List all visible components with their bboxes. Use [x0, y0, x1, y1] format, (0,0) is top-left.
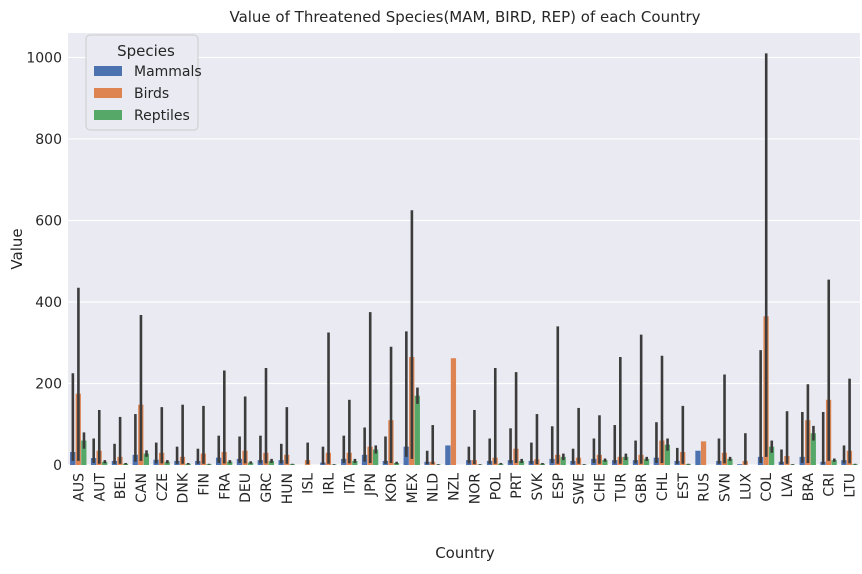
- x-tick-label: TUR: [613, 473, 629, 503]
- x-tick-label: FRA: [217, 473, 233, 500]
- x-tick-label: SWE: [572, 473, 588, 505]
- x-tick-label: COL: [759, 473, 775, 502]
- x-tick-label: DNK: [176, 472, 192, 503]
- x-tick-label: NZL: [447, 473, 463, 501]
- x-tick-label: LUX: [738, 473, 754, 500]
- legend-swatch-reptiles: [94, 110, 122, 120]
- y-tick-label: 600: [35, 213, 62, 229]
- x-tick-label: IRL: [322, 473, 338, 495]
- x-tick-label: NOR: [467, 473, 483, 504]
- legend-label-mammals: Mammals: [134, 64, 202, 80]
- x-tick-label: HUN: [280, 473, 296, 504]
- legend-title: Species: [117, 42, 175, 60]
- chart-title: Value of Threatened Species(MAM, BIRD, R…: [229, 8, 700, 26]
- x-tick-label: POL: [488, 473, 504, 500]
- y-tick-label: 1000: [26, 50, 62, 66]
- y-tick-label: 200: [35, 376, 62, 392]
- x-tick-label: CHE: [592, 473, 608, 502]
- x-tick-label: PRT: [509, 473, 525, 499]
- y-tick-label: 800: [35, 132, 62, 148]
- x-tick-label: DEU: [238, 473, 254, 503]
- x-tick-label: CRI: [822, 473, 838, 497]
- legend-swatch-mammals: [94, 66, 122, 76]
- bar-birds-rus: [701, 441, 706, 465]
- x-tick-label: CAN: [134, 473, 150, 503]
- x-tick-label: FIN: [196, 473, 212, 496]
- x-tick-label: ESP: [551, 473, 567, 499]
- legend-label-reptiles: Reptiles: [134, 108, 190, 124]
- x-tick-label: NLD: [426, 473, 442, 502]
- legend-swatch-birds: [94, 88, 122, 98]
- x-tick-label: EST: [676, 473, 692, 500]
- legend-label-birds: Birds: [134, 86, 169, 102]
- x-tick-label: LTU: [843, 473, 859, 498]
- x-tick-label: GBR: [634, 473, 650, 503]
- x-tick-label: JPN: [363, 473, 379, 497]
- x-tick-label: KOR: [384, 473, 400, 502]
- x-tick-label: BRA: [801, 473, 817, 502]
- bar-birds-nzl: [451, 358, 456, 465]
- x-tick-label: LVA: [780, 473, 796, 498]
- x-tick-label: ITA: [342, 473, 358, 495]
- bar-mammals-lux: [737, 464, 742, 465]
- y-axis-label: Value: [8, 228, 26, 269]
- y-tick-labels: 0 200 400 600 800 1000: [26, 50, 62, 474]
- x-tick-label: GRC: [259, 473, 275, 503]
- x-tick-label: AUT: [92, 473, 108, 502]
- x-tick-label: AUS: [71, 473, 87, 502]
- x-tick-label: SVN: [718, 473, 734, 502]
- bar-mammals-nzl: [445, 445, 450, 465]
- x-tick-label: BEL: [113, 473, 129, 499]
- x-tick-label: MEX: [405, 473, 421, 504]
- x-tick-label: SVK: [530, 472, 546, 500]
- x-axis-label: Country: [435, 544, 495, 562]
- bar-mammals-rus: [695, 451, 700, 465]
- y-tick-label: 400: [35, 295, 62, 311]
- x-tick-label: CZE: [155, 473, 171, 501]
- y-tick-label: 0: [53, 458, 62, 474]
- legend: Species Mammals Birds Reptiles: [86, 35, 202, 130]
- x-tick-label: CHL: [655, 473, 671, 501]
- x-tick-label: RUS: [697, 473, 713, 502]
- x-tick-label: ISL: [301, 473, 317, 494]
- bar-reptiles-mex: [415, 396, 420, 465]
